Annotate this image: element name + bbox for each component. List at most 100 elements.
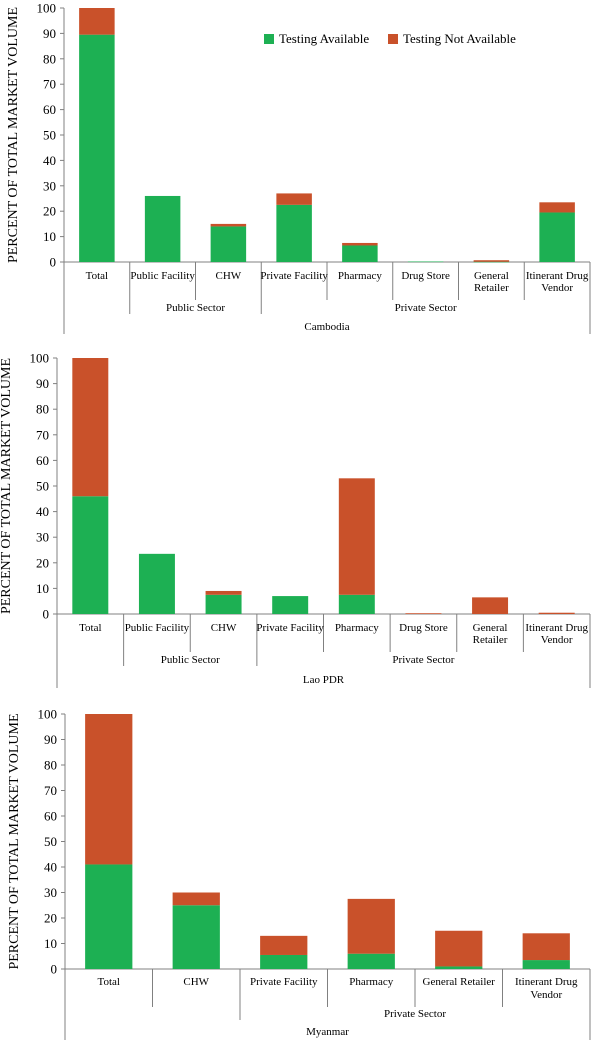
x-category-label: Private Facility <box>260 270 328 282</box>
y-tick-label: 50 <box>36 479 49 494</box>
bar-testing-available <box>172 905 220 969</box>
y-tick-label: 40 <box>44 860 57 875</box>
bar-testing-not-available <box>79 8 115 35</box>
y-tick-label: 30 <box>36 530 49 545</box>
sector-group-label: Private Sector <box>384 1008 446 1020</box>
y-tick-label: 60 <box>36 453 49 468</box>
x-category-label: Public Facility <box>130 270 195 282</box>
y-tick-label: 0 <box>50 255 57 270</box>
y-tick-label: 90 <box>44 732 57 747</box>
y-tick-label: 20 <box>43 204 56 219</box>
y-tick-label: 40 <box>36 504 49 519</box>
x-category-label: Drug Store <box>401 270 450 282</box>
x-category-label: General <box>474 270 509 282</box>
legend-swatch-testing-not-available <box>388 34 398 44</box>
x-category-label: Itinerant Drug <box>526 270 589 282</box>
y-tick-label: 70 <box>43 77 56 92</box>
y-tick-label: 20 <box>44 911 57 926</box>
chart-myanmar: 0 10 20 30 40 50 60 70 80 90 100 PERCENT OF TOTAL M… <box>7 707 591 1040</box>
x-category-label: Retailer <box>474 282 509 294</box>
y-tick-label: 80 <box>36 402 49 417</box>
bar-testing-not-available <box>522 933 570 961</box>
x-category-label: Drug Store <box>399 622 448 634</box>
bar-testing-available <box>144 195 181 262</box>
x-category-label: Retailer <box>473 634 508 646</box>
x-category-label: Itinerant Drug <box>525 622 588 634</box>
legend-label-testing-available: Testing Available <box>279 31 369 46</box>
y-tick-label: 40 <box>43 153 56 168</box>
bar-testing-available <box>338 594 375 614</box>
y-tick-label: 10 <box>44 936 57 951</box>
bar-testing-available <box>342 245 378 262</box>
x-category-label: Pharmacy <box>349 976 393 988</box>
legend-swatch-testing-available <box>264 34 274 44</box>
y-axis-title: PERCENT OF TOTAL MARKET VOLUME <box>7 713 22 969</box>
bar-testing-available <box>260 954 308 969</box>
y-tick-label: 10 <box>43 229 56 244</box>
x-category-label: Vendor <box>541 634 573 646</box>
bar-testing-not-available <box>472 597 509 614</box>
x-category-label: General <box>473 622 508 634</box>
bar-testing-available <box>79 34 115 262</box>
bar-testing-available <box>205 594 242 614</box>
x-category-label: Pharmacy <box>338 270 382 282</box>
legend: Testing Available Testing Not Available <box>264 31 516 46</box>
x-category-label: Total <box>86 270 108 282</box>
x-category-label: Public Facility <box>125 622 190 634</box>
bar-testing-available <box>276 204 312 262</box>
y-tick-label: 80 <box>43 51 56 66</box>
x-category-label: Private Facility <box>250 976 318 988</box>
bar-testing-not-available <box>72 358 109 497</box>
bar-testing-available <box>85 864 133 969</box>
bar-testing-not-available <box>539 202 575 213</box>
x-category-label: CHW <box>216 270 242 282</box>
bar-testing-not-available <box>338 478 375 595</box>
sector-group-label: Private Sector <box>395 302 457 314</box>
bar-testing-available <box>539 212 575 262</box>
y-axis-title: PERCENT OF TOTAL MARKET VOLUME <box>6 7 21 263</box>
bar-testing-not-available <box>210 223 247 227</box>
bar-testing-available <box>522 960 570 969</box>
y-tick-label: 70 <box>44 783 57 798</box>
bar-testing-not-available <box>435 930 483 967</box>
chart-cambodia: 0 10 20 30 40 50 60 70 80 90 100 PERCENT OF TOTAL M… <box>6 1 591 334</box>
chart-lao-pdr: 0 10 20 30 40 50 60 70 80 90 100 PERCENT OF TOTAL M… <box>0 351 591 688</box>
y-tick-label: 60 <box>44 809 57 824</box>
x-category-label: Pharmacy <box>335 622 379 634</box>
country-label: Myanmar <box>306 1026 349 1038</box>
x-category-label: Vendor <box>541 282 573 294</box>
x-category-label: CHW <box>211 622 237 634</box>
bar-testing-not-available <box>276 193 312 205</box>
y-tick-label: 60 <box>43 102 56 117</box>
y-tick-label: 100 <box>37 1 57 16</box>
y-tick-label: 0 <box>51 962 58 977</box>
sector-group-label: Private Sector <box>392 654 454 666</box>
bar-testing-available <box>272 596 309 614</box>
bar-testing-not-available <box>347 898 395 954</box>
y-axis-title: PERCENT OF TOTAL MARKET VOLUME <box>0 358 14 614</box>
bar-testing-available <box>347 953 395 969</box>
y-tick-label: 50 <box>44 834 57 849</box>
y-tick-label: 100 <box>30 351 50 366</box>
bar-testing-not-available <box>405 613 442 614</box>
x-category-label: General Retailer <box>423 976 496 988</box>
bar-testing-not-available <box>342 242 378 246</box>
country-label: Cambodia <box>304 321 349 333</box>
y-tick-label: 30 <box>43 178 56 193</box>
bar-testing-not-available <box>260 935 308 955</box>
x-category-label: CHW <box>183 976 209 988</box>
bar-testing-available <box>72 496 109 614</box>
y-tick-label: 70 <box>36 427 49 442</box>
bar-testing-available <box>435 966 483 969</box>
x-category-label: Private Facility <box>256 622 324 634</box>
bar-testing-not-available <box>205 590 242 595</box>
y-tick-label: 100 <box>38 707 58 722</box>
x-category-label: Vendor <box>530 989 562 1001</box>
y-tick-label: 50 <box>43 128 56 143</box>
bar-testing-available <box>407 261 444 263</box>
country-label: Lao PDR <box>303 674 345 686</box>
y-tick-label: 80 <box>44 758 57 773</box>
x-category-label: Itinerant Drug <box>515 976 578 988</box>
bar-testing-not-available <box>172 892 220 906</box>
